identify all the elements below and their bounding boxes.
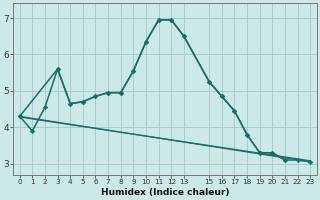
X-axis label: Humidex (Indice chaleur): Humidex (Indice chaleur) — [101, 188, 229, 197]
